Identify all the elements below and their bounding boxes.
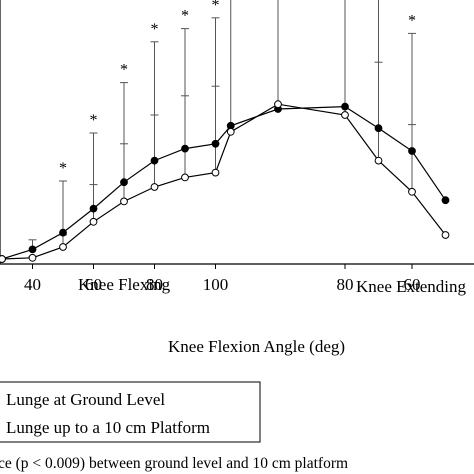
data-point <box>341 111 349 119</box>
x-tick-label: 60 <box>85 275 102 294</box>
error-bars <box>28 0 416 258</box>
data-point <box>89 204 98 213</box>
data-point <box>181 173 189 182</box>
data-point <box>89 217 98 226</box>
x-tick-label: 60 <box>404 275 421 294</box>
data-point <box>374 124 383 133</box>
data-point <box>59 243 67 251</box>
significance-star: * <box>151 21 159 38</box>
legend: Lunge at Ground Level Lunge up to a 10 c… <box>0 381 261 443</box>
legend-entry-ground: Lunge at Ground Level <box>6 390 165 409</box>
data-point <box>441 196 450 205</box>
x-tick-label: 40 <box>24 275 41 294</box>
significance-star: * <box>59 160 67 177</box>
data-point <box>150 156 159 165</box>
legend-entry-platform: Lunge up to a 10 cm Platform <box>6 418 210 437</box>
data-point <box>274 100 282 109</box>
significance-star: * <box>181 8 189 25</box>
data-point <box>226 127 235 136</box>
x-tick-label: 100 <box>203 275 229 294</box>
data-point <box>181 144 189 153</box>
significance-markers: ******** <box>59 0 416 177</box>
data-point <box>120 197 128 206</box>
data-point <box>59 228 67 237</box>
data-point <box>0 255 6 263</box>
legend-box <box>0 381 261 443</box>
phase-label-flexing: Knee Flexing <box>78 275 171 294</box>
axes <box>0 0 474 265</box>
data-point <box>120 178 128 187</box>
data-point <box>374 156 383 165</box>
significance-star: * <box>120 62 128 79</box>
data-point <box>150 183 159 191</box>
series-markers <box>0 100 450 263</box>
significance-star: * <box>212 0 220 14</box>
data-point <box>211 139 220 148</box>
phase-label-extending: Knee Extending <box>356 277 466 296</box>
data-point <box>408 187 416 196</box>
data-point <box>341 102 349 111</box>
data-point <box>441 231 450 239</box>
x-tick-label: 80 <box>146 275 163 294</box>
data-point <box>211 168 220 177</box>
data-point <box>28 253 37 262</box>
significance-star: * <box>90 112 98 129</box>
x-tick-label: 80 <box>337 275 354 294</box>
data-point <box>408 147 416 155</box>
significance-star: * <box>408 12 416 29</box>
data-point <box>28 245 37 254</box>
x-tick-labels: 04060801008060 <box>24 264 421 294</box>
footnote: ce (p < 0.009) between ground level and … <box>0 455 348 472</box>
x-axis-label: Knee Flexion Angle (deg) <box>168 337 345 356</box>
